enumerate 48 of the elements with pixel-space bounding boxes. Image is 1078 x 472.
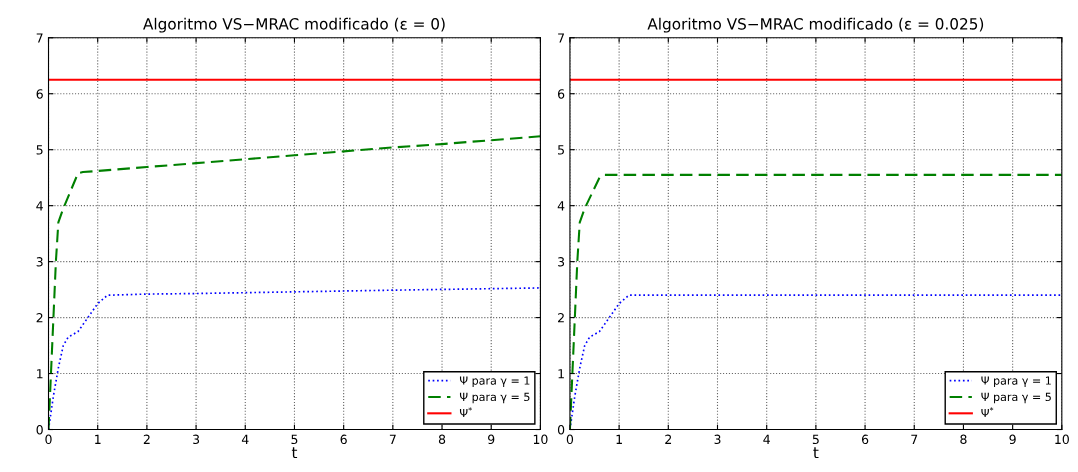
y-tick-label: 7 (36, 33, 43, 43)
chart-title: Algoritmo VS−MRAC modificado (ε = 0) (143, 17, 445, 33)
y-tick-label: 6 (36, 89, 43, 99)
legend-label: Ψ para γ = 5 (981, 392, 1051, 404)
y-tick-label: 4 (36, 201, 43, 211)
x-tick-label: 6 (340, 434, 347, 445)
y-tick-label: 5 (558, 145, 564, 155)
x-tick-label: 5 (812, 434, 819, 445)
legend-label: Ψ para γ = 1 (981, 376, 1051, 387)
x-tick-label: 4 (763, 434, 770, 444)
legend-label: Ψ para γ = 1 (459, 376, 530, 387)
y-tick-label: 1 (558, 369, 564, 379)
y-tick-label: 5 (36, 145, 43, 155)
x-tick-label: 2 (143, 434, 150, 444)
x-tick-label: 3 (714, 434, 721, 445)
y-tick-label: 3 (558, 257, 565, 267)
x-axis-title: t (813, 447, 819, 459)
x-tick-label: 9 (488, 434, 495, 445)
x-tick-label: 4 (241, 434, 249, 444)
legend-label: Ψ para γ = 5 (459, 392, 530, 404)
legend-label: Ψ$^{*}$ (459, 407, 472, 418)
y-tick-label: 6 (557, 89, 565, 99)
x-tick-label: 7 (389, 434, 396, 444)
x-tick-label: 7 (911, 434, 918, 444)
x-tick-label: 1 (616, 434, 622, 444)
x-tick-label: 1 (95, 434, 101, 444)
y-tick-label: 2 (558, 313, 564, 323)
legend-label: Ψ$^{*}$ (981, 407, 994, 418)
x-tick-label: 2 (665, 434, 672, 444)
x-tick-label: 9 (1009, 434, 1016, 445)
y-tick-label: 1 (37, 369, 43, 379)
x-tick-label: 0 (566, 434, 574, 445)
x-tick-label: 10 (533, 434, 548, 445)
x-tick-label: 5 (291, 434, 298, 445)
x-tick-label: 0 (45, 434, 52, 445)
y-tick-label: 0 (557, 424, 565, 435)
x-axis-title: t (291, 447, 298, 459)
y-tick-label: 7 (558, 33, 564, 43)
y-tick-label: 3 (36, 257, 43, 267)
y-tick-label: 4 (557, 201, 565, 211)
x-tick-label: 3 (193, 434, 200, 445)
x-tick-label: 8 (438, 434, 446, 445)
y-tick-label: 0 (36, 424, 43, 435)
x-tick-label: 6 (861, 434, 869, 445)
x-tick-label: 8 (960, 434, 967, 445)
x-tick-label: 10 (1055, 434, 1069, 445)
chart-title: Algoritmo VS−MRAC modificado (ε = 0.025) (647, 17, 984, 33)
y-tick-label: 2 (36, 313, 43, 323)
